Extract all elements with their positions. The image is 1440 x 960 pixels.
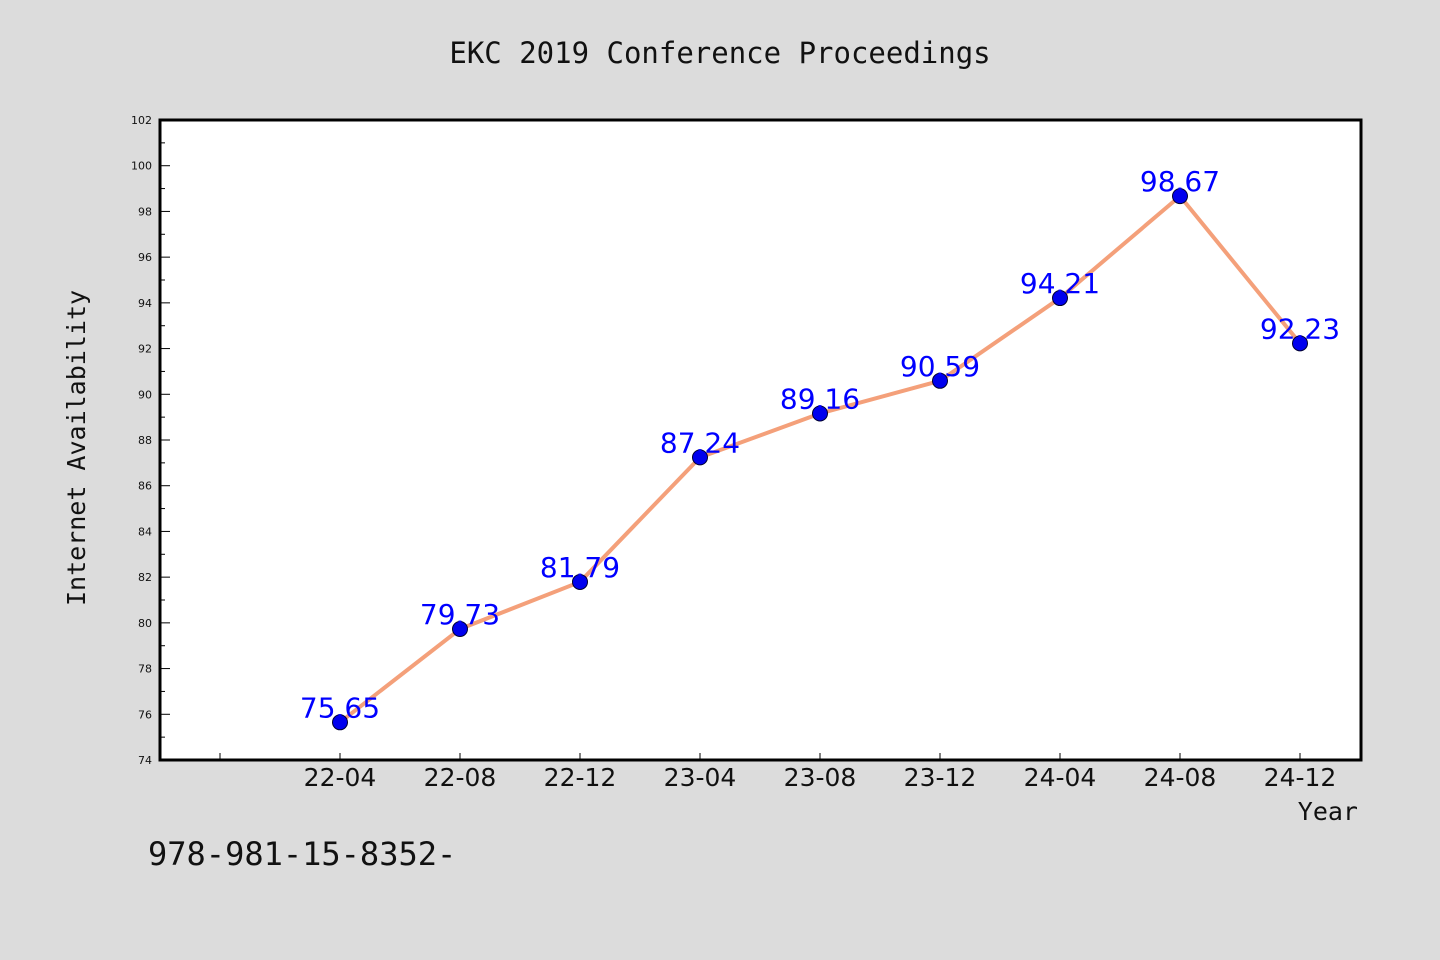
- x-axis-tick-labels: 22-04 22-08 22-12 23-04 23-08 23-12 24-04 24-08…: [304, 763, 1337, 792]
- x-tick-label: 24-04: [1024, 763, 1097, 792]
- data-point: [812, 405, 828, 422]
- x-tick-label: 22-04: [304, 763, 377, 792]
- x-tick-label: 23-04: [664, 763, 737, 792]
- data-labels: 75.65 79.73 81.79 87.24 89.16 90.59 94.21 98.67…: [300, 165, 1340, 724]
- y-tick-label: 74: [138, 754, 152, 767]
- y-axis-tick-labels: 74 76 78 80 82 84 86 88 90 92 94 96 98 100 102: [131, 114, 152, 767]
- data-points: [332, 188, 1308, 731]
- y-tick-label: 84: [138, 525, 152, 538]
- data-label: 92.23: [1260, 312, 1340, 345]
- y-tick-label: 78: [138, 663, 152, 676]
- data-point: [692, 449, 708, 466]
- plot-frame: [158, 118, 1363, 762]
- y-tick-label: 94: [138, 297, 152, 310]
- data-point: [1052, 290, 1068, 307]
- data-label: 81.79: [540, 551, 620, 584]
- data-point: [332, 714, 348, 731]
- y-tick-label: 102: [131, 114, 152, 127]
- y-tick-label: 92: [138, 343, 152, 356]
- x-tick-label: 22-08: [424, 763, 497, 792]
- x-tick-label: 22-12: [544, 763, 617, 792]
- y-tick-label: 86: [138, 480, 152, 493]
- data-label: 98.67: [1140, 165, 1220, 198]
- x-axis-label: Year: [1298, 797, 1358, 826]
- x-tick-label: 24-08: [1144, 763, 1217, 792]
- data-label: 90.59: [900, 350, 980, 383]
- data-point: [1172, 188, 1188, 205]
- y-tick-label: 96: [138, 251, 152, 264]
- y-tick-label: 82: [138, 571, 152, 584]
- y-tick-label: 76: [138, 708, 152, 721]
- y-tick-label: 98: [138, 205, 152, 218]
- plot-background: [160, 120, 1361, 760]
- data-label: 75.65: [300, 691, 380, 724]
- y-axis-label: Internet Availability: [62, 290, 91, 606]
- footer-isbn-text: 978-981-15-8352-: [148, 835, 456, 873]
- y-tick-label: 100: [131, 160, 152, 173]
- data-point: [572, 573, 588, 590]
- data-point: [452, 621, 468, 638]
- x-tick-label: 24-12: [1264, 763, 1337, 792]
- data-label: 79.73: [420, 598, 500, 631]
- data-point: [1292, 335, 1308, 352]
- y-tick-label: 90: [138, 388, 152, 401]
- y-tick-label: 80: [138, 617, 152, 630]
- data-label: 89.16: [780, 382, 860, 415]
- chart-title: EKC 2019 Conference Proceedings: [449, 36, 990, 70]
- x-tick-label: 23-08: [784, 763, 857, 792]
- data-label: 94.21: [1020, 267, 1100, 300]
- plot-area: 75.65 79.73 81.79 87.24 89.16 90.59 94.21 98.67…: [158, 118, 1363, 762]
- y-tick-label: 88: [138, 434, 152, 447]
- data-point: [932, 372, 948, 389]
- x-tick-label: 23-12: [904, 763, 977, 792]
- data-label: 87.24: [660, 426, 740, 459]
